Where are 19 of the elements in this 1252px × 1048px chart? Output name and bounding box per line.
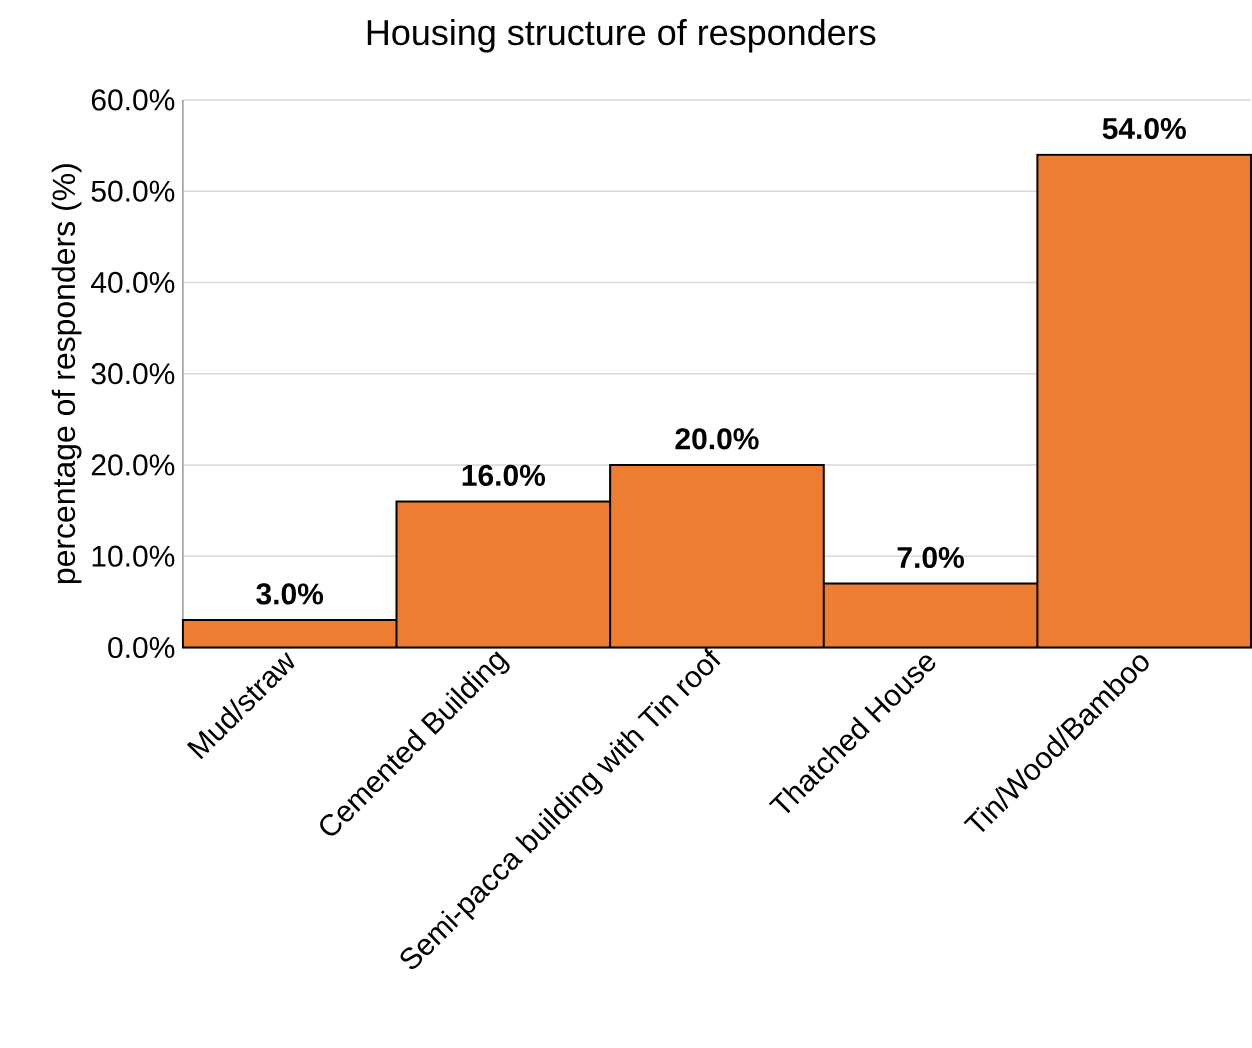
chart-title: Housing structure of responders — [367, 18, 876, 53]
y-tick-label: 0.0% — [108, 636, 175, 659]
bar — [181, 619, 398, 649]
y-tick-label: 10.0% — [92, 545, 175, 567]
data-label: 20.0% — [675, 428, 759, 450]
y-tick-label: 40.0% — [91, 271, 175, 293]
y-axis-title: percentage of responders (%) — [51, 164, 82, 584]
y-tick-label: 20.0% — [91, 454, 175, 476]
bar — [395, 500, 612, 649]
data-label: 54.0% — [1102, 117, 1186, 140]
y-tick-label: 30.0% — [91, 363, 175, 385]
data-label: 7.0% — [897, 546, 964, 568]
bar — [609, 463, 825, 649]
bar — [822, 582, 1039, 649]
bar — [1036, 153, 1252, 649]
y-tick-label: 60.0% — [91, 89, 175, 111]
data-label: 16.0% — [462, 464, 546, 486]
data-label: 3.0% — [256, 583, 324, 605]
y-tick-label: 50.0% — [91, 180, 175, 202]
